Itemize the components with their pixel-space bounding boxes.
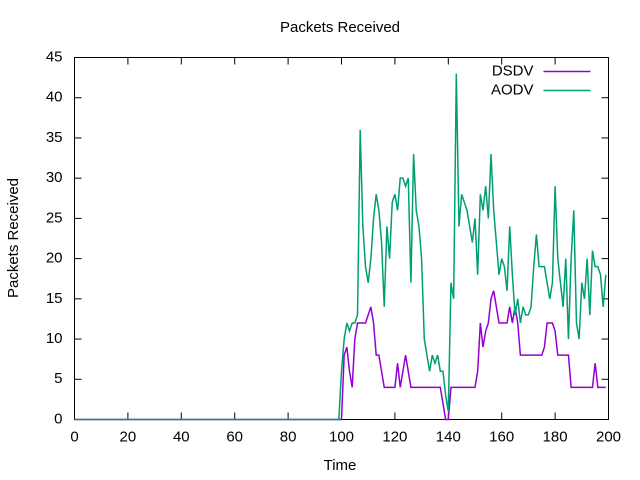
x-tick-label: 20	[120, 428, 137, 445]
data-line	[74, 73, 607, 421]
y-axis-label: Packets Received	[5, 178, 22, 298]
x-tick-label: 160	[489, 428, 514, 445]
y-tick-label: 10	[46, 330, 63, 347]
x-axis-label: Time	[324, 457, 357, 474]
y-tick-label: 25	[46, 209, 63, 226]
x-tick-label: 80	[280, 428, 297, 445]
y-tick-label: 15	[46, 290, 63, 307]
x-tick-label: 180	[543, 428, 568, 445]
legend-label: DSDV	[492, 62, 534, 79]
y-tick-label: 45	[46, 48, 63, 65]
y-tick-label: 5	[54, 370, 62, 387]
data-line	[74, 290, 606, 421]
x-tick-label: 100	[329, 428, 354, 445]
y-tick-label: 30	[46, 169, 63, 186]
x-tick-label: 60	[226, 428, 243, 445]
y-tick-label: 20	[46, 250, 63, 267]
chart-title: Packets Received	[280, 19, 400, 36]
x-tick-label: 140	[436, 428, 461, 445]
y-tick-label: 40	[46, 89, 63, 106]
legend-label: AODV	[491, 81, 534, 98]
x-tick-label: 200	[596, 428, 621, 445]
x-tick-label: 120	[382, 428, 407, 445]
x-tick-label: 0	[70, 428, 78, 445]
y-tick-label: 35	[46, 129, 63, 146]
x-tick-label: 40	[173, 428, 190, 445]
y-tick-label: 0	[54, 410, 62, 427]
